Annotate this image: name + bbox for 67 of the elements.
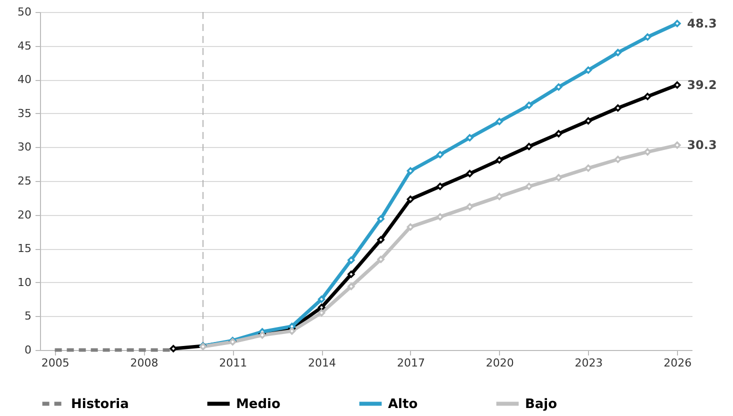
point <box>584 66 592 74</box>
legend-label: Historia <box>71 396 129 412</box>
y-tick-label: 5 <box>24 310 32 323</box>
point <box>584 117 592 124</box>
point <box>525 102 533 109</box>
legend-label: Medio <box>236 396 281 412</box>
point <box>288 327 296 335</box>
point <box>644 92 652 100</box>
point <box>377 236 384 244</box>
point <box>554 83 562 91</box>
data-label: 30.3 <box>687 138 717 152</box>
point <box>436 150 444 158</box>
y-tick-label: 35 <box>18 106 32 120</box>
point <box>348 282 355 290</box>
point <box>406 223 414 231</box>
point <box>406 196 414 203</box>
point <box>525 182 533 190</box>
x-tick-label: 2026 <box>664 356 692 370</box>
point <box>406 167 414 174</box>
point <box>554 130 562 138</box>
point <box>318 309 326 316</box>
y-tick-label: 20 <box>18 208 32 222</box>
point <box>614 104 622 112</box>
legend-label: Alto <box>388 396 418 412</box>
point <box>644 148 652 156</box>
legend-label: Bajo <box>525 396 558 412</box>
x-tick-label: 2023 <box>574 356 603 370</box>
point <box>584 164 592 172</box>
point <box>674 81 681 89</box>
point <box>436 213 444 220</box>
point <box>466 134 474 142</box>
y-tick-label: 10 <box>18 276 32 289</box>
y-tick-label: 50 <box>18 6 32 18</box>
point <box>466 170 474 178</box>
y-tick-label: 0 <box>24 344 32 356</box>
x-tick-label: 2014 <box>308 356 336 370</box>
point <box>318 304 326 312</box>
point <box>436 182 444 190</box>
point <box>496 156 504 164</box>
point <box>348 270 355 278</box>
point <box>496 192 504 200</box>
point <box>496 118 504 126</box>
point <box>674 20 681 28</box>
data-label: 39.2 <box>687 78 717 92</box>
point <box>674 142 681 149</box>
point <box>348 256 355 264</box>
x-tick-label: 2011 <box>219 356 248 370</box>
point <box>554 174 562 182</box>
x-tick-label: 2008 <box>130 356 158 370</box>
point <box>288 322 296 330</box>
point <box>525 142 533 150</box>
y-tick-label: 40 <box>18 73 32 86</box>
data-label: 48.3 <box>687 16 717 30</box>
point <box>318 296 326 303</box>
point <box>377 256 384 264</box>
y-tick-label: 30 <box>18 140 32 154</box>
x-tick-label: 2020 <box>486 356 514 370</box>
y-tick-label: 15 <box>18 242 32 256</box>
point <box>466 203 474 210</box>
y-tick-label: 25 <box>18 174 32 188</box>
point <box>614 156 622 164</box>
point <box>377 215 384 222</box>
point <box>644 33 652 41</box>
x-tick-label: 2005 <box>41 356 70 370</box>
point <box>614 48 622 56</box>
y-tick-label: 45 <box>18 39 32 52</box>
x-tick-label: 2017 <box>396 356 425 370</box>
